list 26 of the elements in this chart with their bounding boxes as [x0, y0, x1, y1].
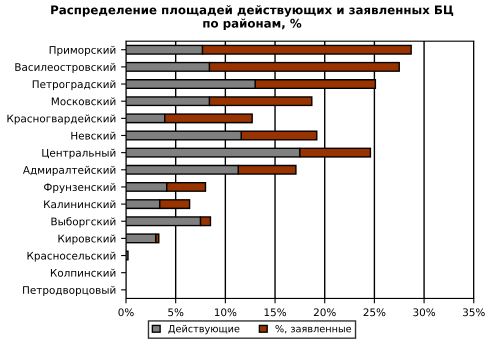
- x-tick-label: 0%: [118, 308, 134, 316]
- y-tick-label: Приморский: [50, 46, 116, 56]
- y-tick-label: Выборгский: [51, 217, 116, 228]
- x-tick-label: 5%: [168, 308, 184, 316]
- x-tick-label: 10%: [214, 308, 236, 316]
- y-tick-label: Невский: [71, 132, 116, 140]
- y-tick-label: Красносельский: [28, 252, 116, 262]
- legend-label: %, заявленные: [275, 325, 352, 334]
- y-tick-label: Василеостровский: [15, 62, 116, 74]
- x-tick-label: 20%: [314, 308, 336, 316]
- y-tick-label: Колпинский: [50, 268, 116, 277]
- y-tick-label: Кировский: [58, 234, 116, 245]
- y-tick-label: Красногвардейский: [7, 114, 116, 124]
- y-tick-label: Калининский: [44, 200, 116, 208]
- chart-title: Распределение площадей действующих и заявленных БЦ по районам, %: [51, 5, 454, 30]
- y-tick-label: Центральный: [42, 148, 116, 159]
- y-tick-label: Фрунзенский: [44, 183, 116, 194]
- x-tick-label: 25%: [364, 308, 386, 316]
- y-tick-label: Московский: [52, 97, 116, 106]
- y-tick-label: Адмиралтейский: [22, 166, 116, 176]
- x-tick-label: 35%: [462, 308, 485, 316]
- y-tick-label: Петроградский: [32, 80, 116, 90]
- legend-label: Действующие: [168, 324, 240, 334]
- y-tick-label: Петродворцовый: [23, 286, 116, 296]
- x-tick-label: 15%: [264, 308, 286, 316]
- x-tick-label: 30%: [413, 308, 436, 316]
